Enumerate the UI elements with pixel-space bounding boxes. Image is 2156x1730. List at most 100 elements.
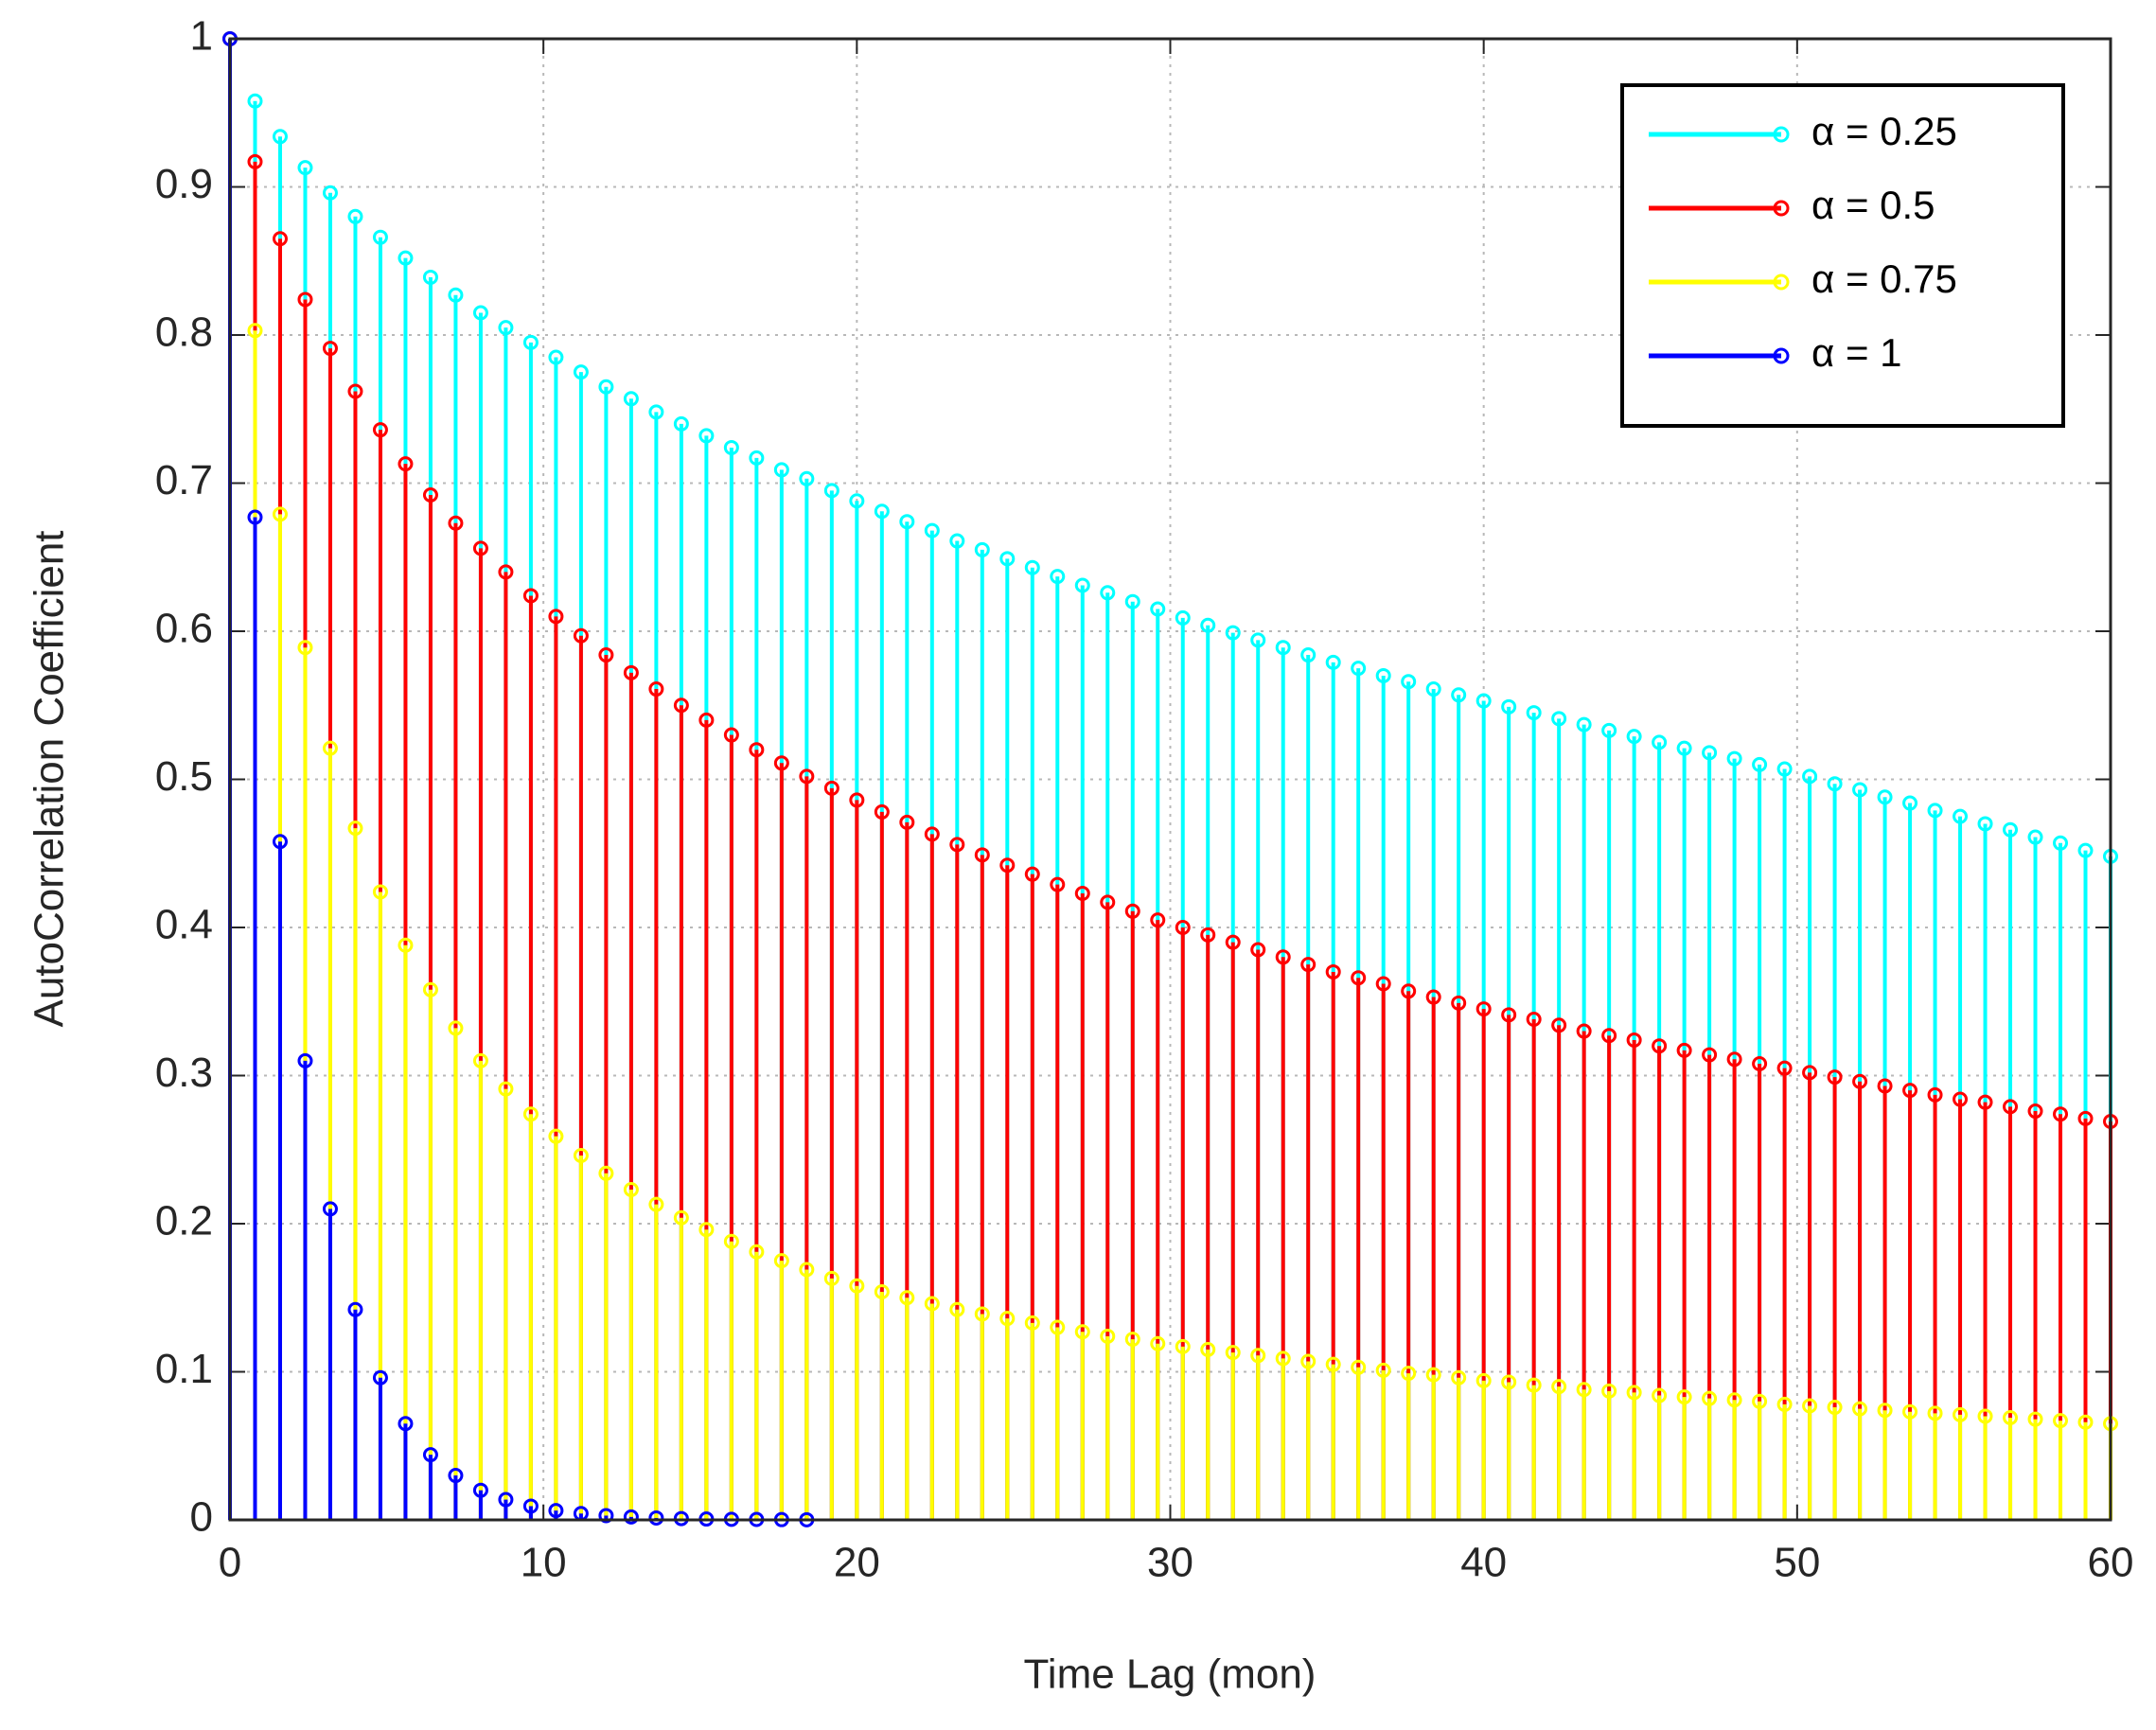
stem-marker bbox=[1652, 1038, 1668, 1054]
stem-marker bbox=[1425, 681, 1441, 697]
stem-marker bbox=[272, 834, 288, 850]
stem-marker bbox=[448, 515, 464, 531]
stem-marker bbox=[1050, 569, 1066, 585]
stem-marker bbox=[1877, 1403, 1893, 1419]
stem-marker bbox=[1425, 1367, 1441, 1383]
stem-marker bbox=[1476, 693, 1492, 709]
stem-marker bbox=[598, 379, 614, 395]
stem-marker bbox=[823, 780, 839, 796]
stem-marker bbox=[1676, 740, 1692, 756]
stem-marker bbox=[799, 768, 815, 785]
stem-marker bbox=[1626, 1385, 1642, 1401]
stem-marker bbox=[297, 160, 313, 176]
stem-marker bbox=[548, 1128, 564, 1144]
stem-marker bbox=[1977, 816, 1993, 832]
stem-marker bbox=[2077, 1110, 2094, 1126]
stem-marker bbox=[1652, 1387, 1668, 1403]
stem-marker bbox=[1626, 729, 1642, 745]
stem-marker bbox=[1927, 803, 1943, 819]
stem-marker bbox=[1225, 1345, 1241, 1361]
stem-marker bbox=[297, 291, 313, 308]
stem-marker bbox=[1776, 761, 1793, 777]
y-tick-label: 0.1 bbox=[155, 1346, 213, 1392]
x-tick-label: 0 bbox=[219, 1540, 241, 1586]
y-tick-label: 0.8 bbox=[155, 309, 213, 356]
stem-marker bbox=[1351, 661, 1367, 677]
y-tick-label: 1 bbox=[190, 13, 213, 60]
stem-marker bbox=[1652, 734, 1668, 750]
stem-marker bbox=[974, 541, 990, 557]
stem-marker bbox=[623, 1509, 639, 1525]
stem-marker bbox=[1375, 1362, 1391, 1378]
stem-marker bbox=[448, 1020, 464, 1036]
stem-marker bbox=[347, 208, 363, 224]
stem-marker bbox=[1953, 808, 1969, 824]
stem-marker bbox=[823, 1270, 839, 1286]
stem-marker bbox=[498, 320, 514, 336]
stem-marker bbox=[272, 129, 288, 145]
stem-marker bbox=[1902, 795, 1918, 811]
x-tick-label: 60 bbox=[2088, 1540, 2134, 1586]
stem-marker bbox=[949, 533, 965, 549]
stem-marker bbox=[999, 551, 1016, 567]
stem-marker bbox=[1150, 1335, 1166, 1351]
stem-marker bbox=[1601, 1383, 1617, 1399]
y-tick-label: 0.9 bbox=[155, 161, 213, 207]
stem-marker bbox=[322, 1201, 338, 1217]
stem-marker bbox=[322, 740, 338, 756]
stem-marker bbox=[1953, 1091, 1969, 1107]
stem-marker bbox=[1200, 1342, 1216, 1358]
stem-marker bbox=[1902, 1083, 1918, 1099]
stem-marker bbox=[648, 1196, 664, 1212]
stem-marker bbox=[723, 439, 739, 455]
stem-marker bbox=[1451, 995, 1467, 1011]
stem-marker bbox=[1476, 1372, 1492, 1388]
stem-marker bbox=[448, 287, 464, 303]
stem-marker bbox=[1050, 876, 1066, 892]
stem-marker bbox=[247, 93, 263, 109]
stem-marker bbox=[1200, 927, 1216, 943]
stem-marker bbox=[1501, 1007, 1517, 1023]
stem-marker bbox=[723, 727, 739, 743]
stem-marker bbox=[849, 792, 865, 808]
stem-marker bbox=[398, 456, 414, 472]
stem-marker bbox=[498, 1081, 514, 1097]
stem-marker bbox=[924, 522, 940, 538]
stem-marker bbox=[1576, 1023, 1592, 1039]
stem-marker bbox=[1250, 942, 1266, 958]
stem-marker bbox=[548, 349, 564, 365]
stem-marker bbox=[648, 404, 664, 420]
stem-marker bbox=[1050, 1319, 1066, 1335]
stem-marker bbox=[522, 334, 539, 350]
stem-marker bbox=[1200, 617, 1216, 633]
stem-marker bbox=[623, 664, 639, 680]
stem-marker bbox=[422, 1447, 438, 1463]
x-tick-label: 40 bbox=[1460, 1540, 1507, 1586]
stem-marker bbox=[1752, 1055, 1768, 1071]
legend-marker bbox=[1773, 126, 1790, 143]
stem-marker bbox=[949, 837, 965, 853]
stem-marker bbox=[698, 1222, 715, 1238]
stem-marker bbox=[823, 483, 839, 499]
stem-marker bbox=[472, 1482, 488, 1498]
stem-marker bbox=[2027, 829, 2043, 845]
stem-marker bbox=[1501, 1374, 1517, 1390]
stem-marker bbox=[1927, 1086, 1943, 1103]
stem-marker bbox=[1124, 1332, 1140, 1348]
stem-marker bbox=[1476, 1001, 1492, 1017]
stem-marker bbox=[1275, 949, 1291, 965]
stem-marker bbox=[1977, 1408, 1993, 1424]
stem-marker bbox=[1601, 722, 1617, 738]
stem-marker bbox=[1325, 1356, 1341, 1372]
stem-marker bbox=[2053, 835, 2069, 851]
stem-marker bbox=[749, 742, 765, 758]
stem-marker bbox=[1676, 1042, 1692, 1058]
stem-marker bbox=[1175, 920, 1191, 935]
stem-marker bbox=[1225, 934, 1241, 950]
stem-marker bbox=[2003, 821, 2019, 838]
stem-marker bbox=[899, 514, 915, 530]
stem-marker bbox=[1852, 782, 1868, 798]
stem-marker bbox=[347, 821, 363, 837]
x-tick-label: 50 bbox=[1774, 1540, 1820, 1586]
stem-marker bbox=[1100, 585, 1116, 601]
